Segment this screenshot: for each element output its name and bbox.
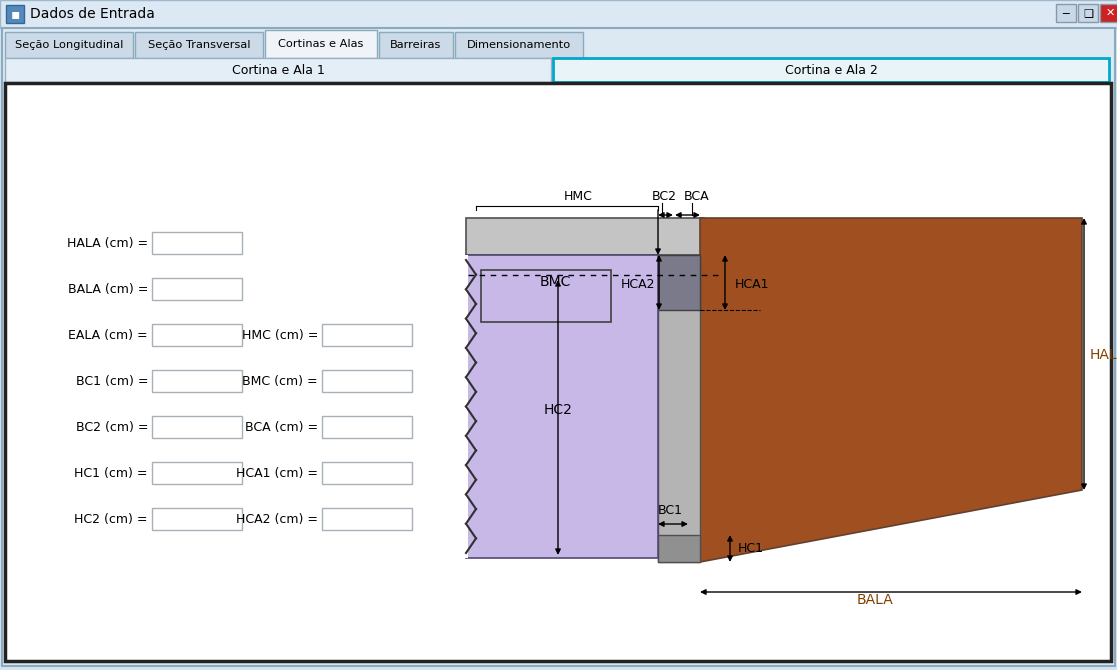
Text: Seção Transversal: Seção Transversal — [147, 40, 250, 50]
Bar — [152, 324, 242, 346]
Bar — [1078, 4, 1098, 22]
Text: BC2: BC2 — [651, 190, 677, 202]
Text: HC2: HC2 — [544, 403, 572, 417]
Bar — [152, 370, 242, 392]
Text: HCA1 (cm) =: HCA1 (cm) = — [236, 466, 318, 480]
Text: HCA2 (cm) =: HCA2 (cm) = — [236, 513, 318, 525]
Bar — [466, 255, 658, 558]
Bar — [466, 218, 704, 255]
Text: Seção Longitudinal: Seção Longitudinal — [15, 40, 123, 50]
Bar — [152, 278, 242, 300]
Text: BMC (cm) =: BMC (cm) = — [242, 375, 318, 387]
Bar — [135, 32, 262, 58]
Text: HC1: HC1 — [738, 541, 764, 555]
Text: BMC: BMC — [540, 275, 571, 289]
Bar — [152, 508, 242, 530]
Polygon shape — [700, 218, 1082, 562]
Bar — [379, 32, 454, 58]
Bar — [152, 232, 242, 254]
Bar — [322, 324, 412, 346]
Bar — [448, 255, 468, 558]
Bar — [265, 30, 378, 58]
Bar — [4, 58, 551, 82]
Text: Barreiras: Barreiras — [390, 40, 441, 50]
Text: HALA: HALA — [1090, 348, 1117, 362]
Bar — [322, 462, 412, 484]
Bar — [553, 58, 1109, 82]
Bar — [4, 32, 133, 58]
Text: EALA (cm) =: EALA (cm) = — [68, 328, 147, 342]
Bar — [1100, 4, 1117, 22]
Text: BCA: BCA — [685, 190, 709, 202]
Bar — [455, 32, 583, 58]
Bar — [322, 416, 412, 438]
Text: HCA1: HCA1 — [735, 279, 770, 291]
Text: HMC: HMC — [564, 190, 592, 202]
Bar — [658, 255, 700, 310]
Text: BALA (cm) =: BALA (cm) = — [68, 283, 147, 295]
Text: HC1 (cm) =: HC1 (cm) = — [75, 466, 147, 480]
Text: HC2 (cm) =: HC2 (cm) = — [75, 513, 147, 525]
Text: Cortinas e Alas: Cortinas e Alas — [278, 39, 364, 49]
Bar — [322, 508, 412, 530]
Bar — [6, 5, 23, 23]
Bar — [322, 370, 412, 392]
Text: ─: ─ — [1062, 8, 1069, 18]
Text: ✕: ✕ — [1106, 8, 1115, 18]
Text: Dimensionamento: Dimensionamento — [467, 40, 571, 50]
Text: ❑: ❑ — [1083, 8, 1094, 18]
Text: Cortina e Ala 2: Cortina e Ala 2 — [784, 64, 878, 76]
Text: HMC (cm) =: HMC (cm) = — [241, 328, 318, 342]
Text: ▪: ▪ — [10, 7, 20, 21]
Text: BC1 (cm) =: BC1 (cm) = — [76, 375, 147, 387]
Text: BCA (cm) =: BCA (cm) = — [245, 421, 318, 433]
Text: BC1: BC1 — [658, 503, 682, 517]
Text: BC2 (cm) =: BC2 (cm) = — [76, 421, 147, 433]
Bar — [4, 83, 1111, 661]
Text: BALA: BALA — [857, 593, 894, 607]
Text: HALA (cm) =: HALA (cm) = — [67, 237, 147, 249]
Bar — [0, 0, 1117, 28]
Bar — [152, 416, 242, 438]
Bar — [658, 535, 700, 562]
Text: Cortina e Ala 1: Cortina e Ala 1 — [231, 64, 324, 76]
Bar — [481, 270, 611, 322]
Text: HCA2: HCA2 — [621, 279, 655, 291]
Text: Dados de Entrada: Dados de Entrada — [30, 7, 155, 21]
Bar — [658, 255, 700, 562]
Bar — [152, 462, 242, 484]
Bar — [1056, 4, 1076, 22]
